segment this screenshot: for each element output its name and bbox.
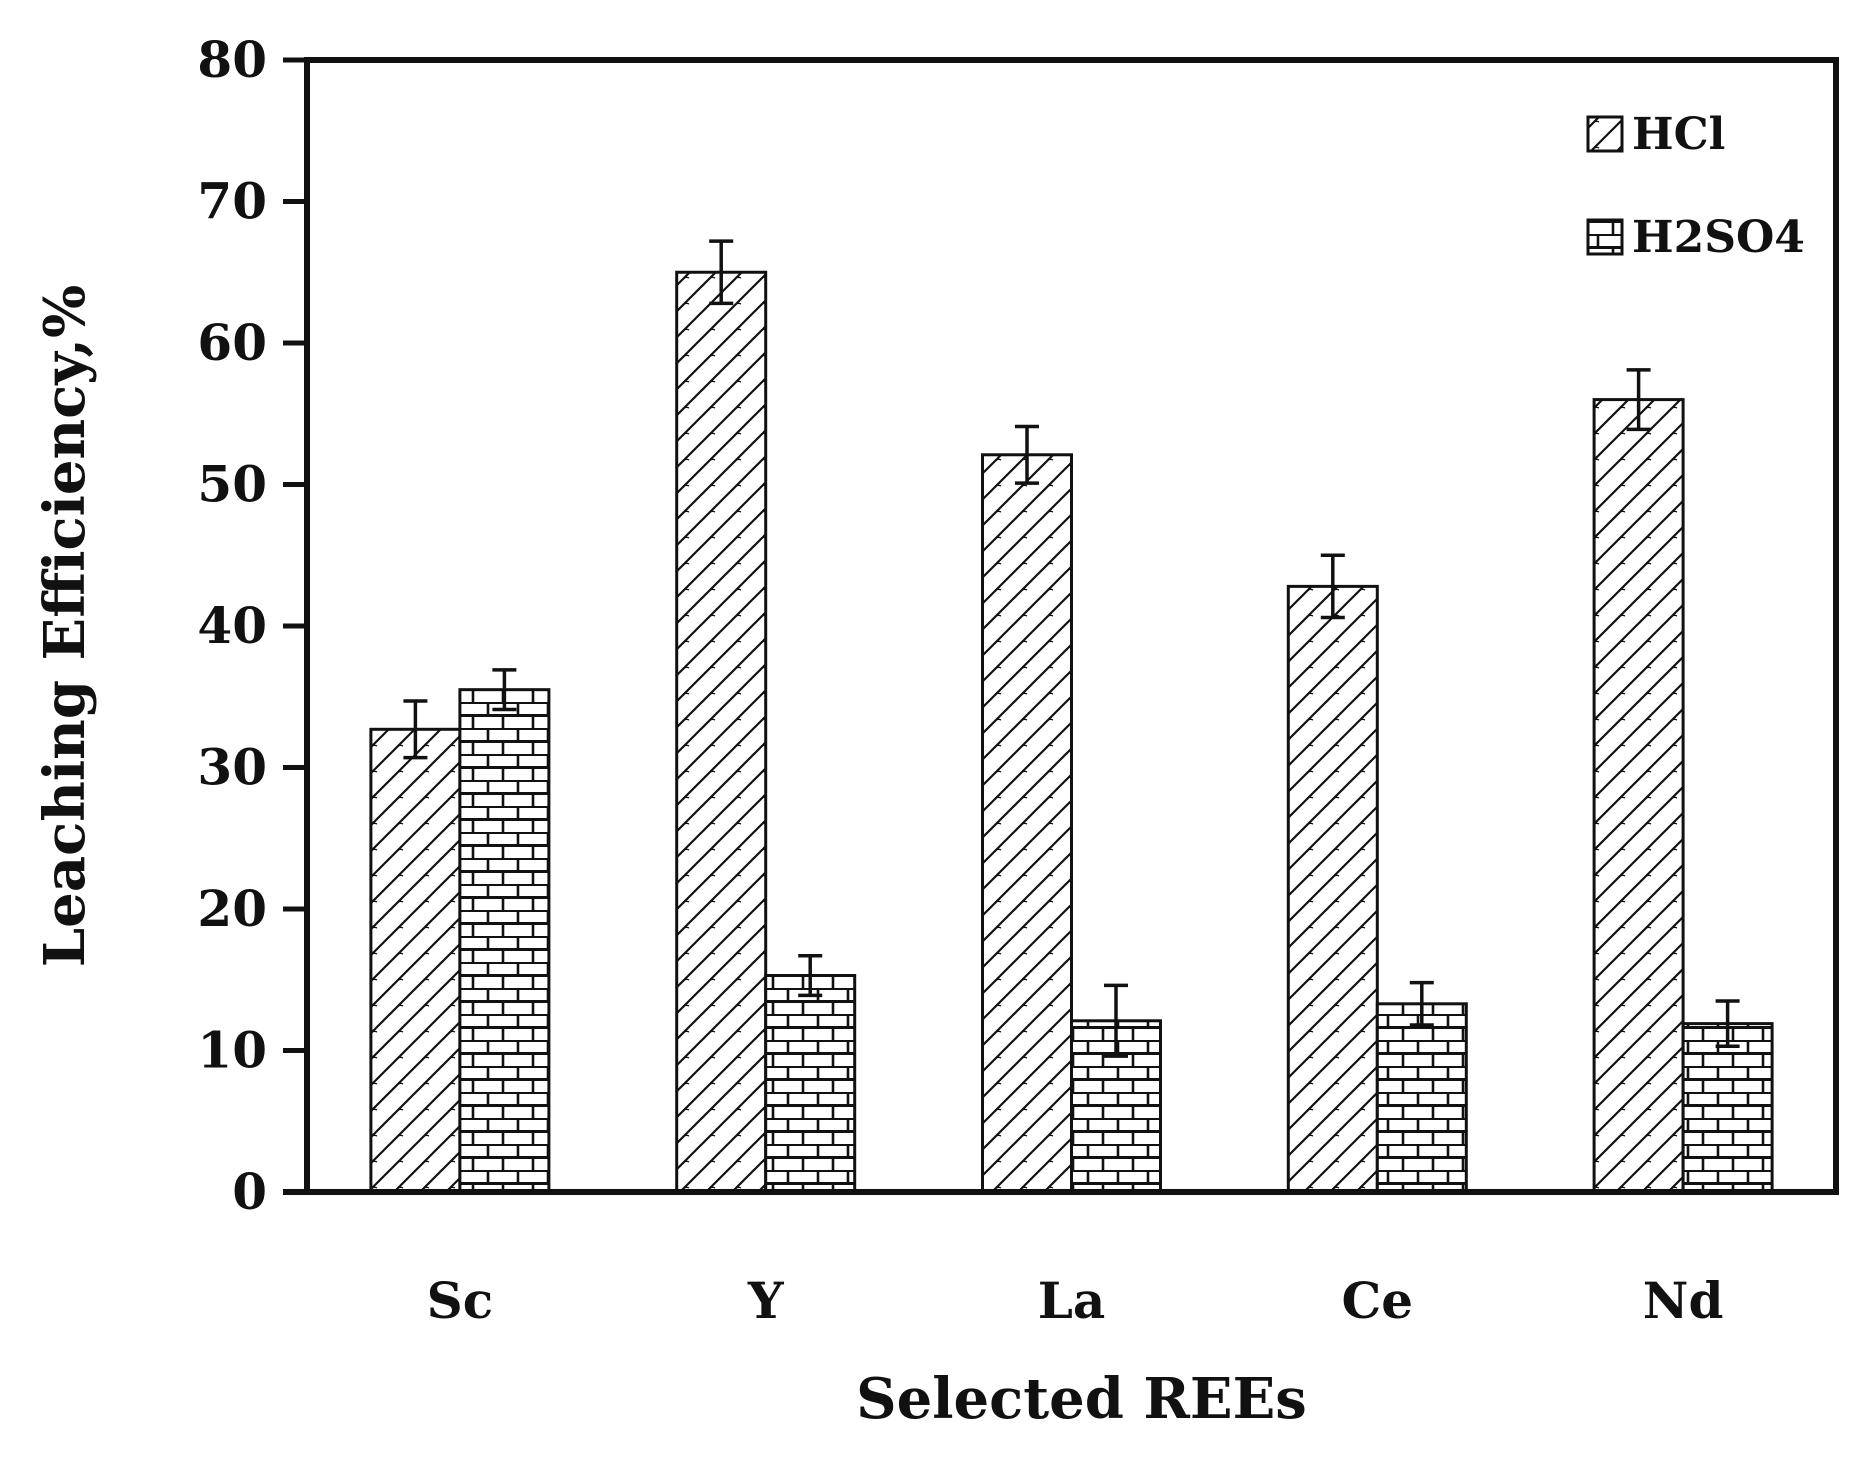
legend-swatch-hcl (1586, 115, 1624, 153)
error-bar-h2so4-la (1104, 983, 1128, 1058)
x-tick-label-y: Y (747, 1271, 785, 1330)
bar-hcl-nd (1592, 398, 1685, 1194)
y-tick-label-50: 50 (197, 455, 267, 514)
bar-hcl-sc (369, 727, 462, 1194)
bar-hcl-la (981, 453, 1073, 1194)
x-axis-tick-labels: Sc Y La Ce Nd (427, 1271, 1724, 1330)
y-tick-label-30: 30 (197, 738, 267, 797)
y-axis-title: Leaching Efficiency,% (32, 285, 98, 967)
legend-label-hcl: HCl (1632, 109, 1725, 160)
y-tick-label-20: 20 (197, 879, 267, 938)
error-bar-hcl-ce (1320, 553, 1345, 620)
x-tick-label-nd: Nd (1643, 1271, 1724, 1330)
y-tick-label-10: 10 (197, 1021, 267, 1080)
x-tick-label-la: La (1038, 1271, 1106, 1330)
x-tick-label-sc: Sc (427, 1271, 494, 1330)
bars-group (369, 270, 1774, 1194)
y-tick-label-0: 0 (232, 1162, 267, 1221)
y-tick-label-80: 80 (197, 30, 267, 89)
y-axis-tick-labels: 0 10 20 30 40 50 60 70 80 (197, 30, 267, 1221)
bar-hcl-y (675, 270, 768, 1194)
error-bar-h2so4-ce (1409, 980, 1434, 1027)
bar-h2so4-sc (458, 688, 551, 1194)
error-bars-group (403, 239, 1740, 1058)
error-bar-hcl-y (709, 239, 734, 306)
legend-label-h2so4: H2SO4 (1632, 212, 1805, 263)
error-bar-hcl-la (1015, 424, 1039, 485)
x-tick-label-ce: Ce (1341, 1271, 1413, 1330)
y-axis-ticks (283, 57, 307, 1195)
legend: HCl H2SO4 (1586, 109, 1805, 263)
y-tick-label-70: 70 (197, 172, 267, 231)
bar-h2so4-y (764, 974, 857, 1194)
error-bar-h2so4-sc (492, 668, 517, 712)
x-axis-title: Selected REEs (856, 1366, 1307, 1432)
error-bar-hcl-sc (403, 699, 428, 760)
y-tick-label-60: 60 (197, 313, 267, 372)
error-bar-h2so4-y (798, 953, 823, 998)
bar-h2so4-ce (1375, 1002, 1468, 1194)
error-bar-hcl-nd (1626, 368, 1651, 432)
bar-hcl-ce (1286, 584, 1379, 1194)
bar-h2so4-nd (1681, 1022, 1774, 1194)
legend-swatch-h2so4 (1586, 218, 1624, 256)
y-tick-label-40: 40 (197, 596, 267, 655)
error-bar-h2so4-nd (1715, 999, 1740, 1049)
